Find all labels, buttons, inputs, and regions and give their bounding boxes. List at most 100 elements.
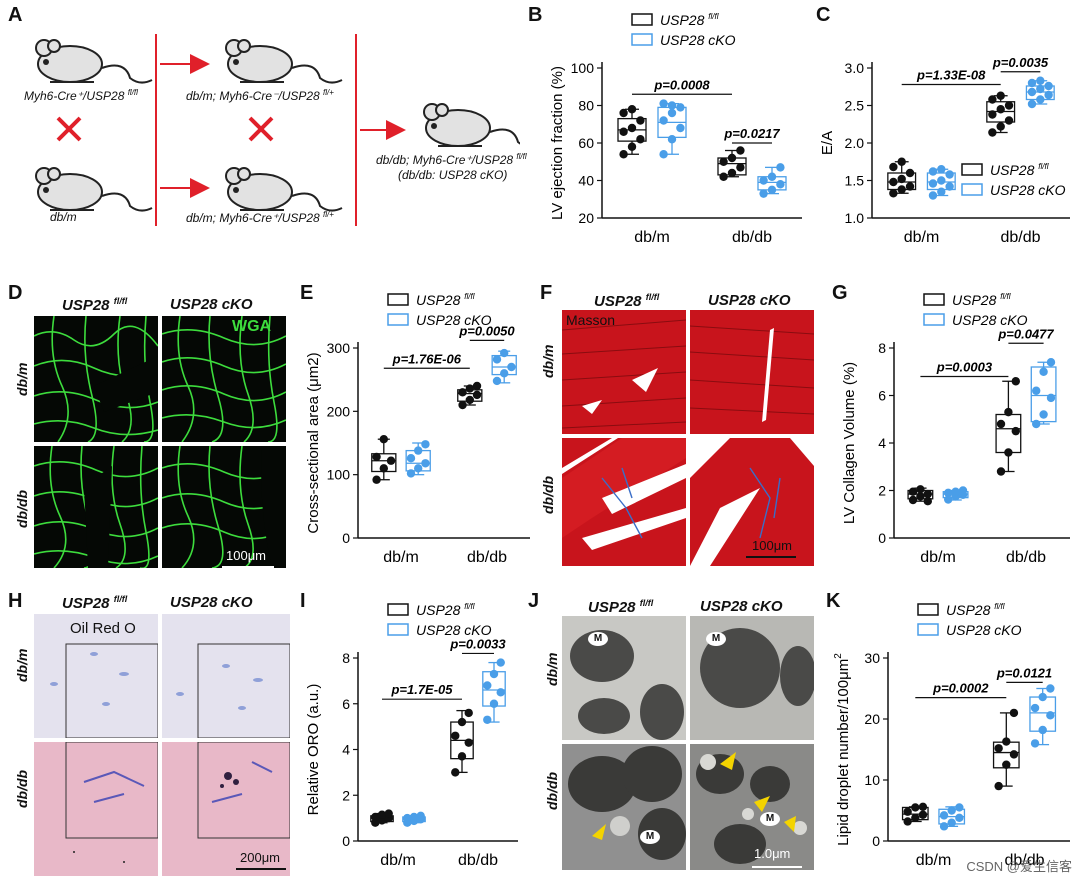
data-point — [928, 191, 938, 200]
y-axis-label: Cross-sectional area (μm2) — [305, 352, 322, 533]
data-point — [1004, 448, 1013, 457]
data-point — [908, 487, 918, 496]
data-point — [451, 731, 460, 740]
y-tick-label: 100 — [327, 467, 351, 483]
data-point — [507, 362, 516, 372]
p-value-label: p=1.76E-06 — [392, 351, 462, 366]
scale-label: 100μm — [752, 538, 793, 553]
j-col-header-cko: USP28 cKO — [700, 598, 783, 615]
data-point — [736, 146, 745, 155]
mitochondria-label: M — [640, 830, 660, 844]
data-point — [627, 123, 637, 133]
data-point — [414, 446, 423, 455]
p-value-label: p=0.0033 — [449, 636, 506, 651]
data-point — [496, 688, 505, 697]
masson-image — [690, 438, 814, 566]
scale-bar — [752, 866, 802, 868]
scale-bar — [746, 556, 796, 558]
legend-superscript: fl/fl — [1038, 162, 1048, 171]
data-point — [1046, 393, 1056, 403]
y-tick-label: 2.5 — [845, 98, 865, 114]
data-point — [1027, 87, 1037, 97]
data-point — [889, 189, 898, 198]
data-point — [1011, 377, 1020, 386]
data-point — [903, 817, 912, 826]
legend-label: USP28 fl/fl — [416, 602, 475, 618]
data-point — [379, 435, 388, 444]
legend-label: USP28 fl/fl — [660, 12, 719, 28]
f-row-label-dbdb: db/db — [540, 475, 556, 514]
legend-swatch — [917, 623, 939, 636]
y-tick-label: 20 — [864, 711, 880, 727]
data-point — [619, 127, 628, 136]
data-point — [767, 185, 777, 195]
y-tick-label: 4 — [342, 742, 350, 758]
data-point — [939, 811, 949, 820]
y-axis-label: LV Collagen Volume (%) — [841, 362, 858, 524]
chart-lipid-droplet-number: USP28 fl/fl USP28 cKO 0 10 20 30 Lipid droplet… — [833, 602, 1070, 869]
data-point — [897, 157, 906, 166]
data-point — [464, 738, 473, 747]
y-tick-label: 6 — [878, 388, 886, 404]
data-point — [489, 699, 499, 708]
f-col-header-cko: USP28 cKO — [708, 292, 791, 309]
data-point — [897, 174, 906, 184]
data-point — [457, 717, 467, 727]
data-point — [776, 163, 785, 172]
h-row-label-dbdb: db/db — [14, 769, 30, 808]
x-tick-label: db/m — [916, 852, 952, 869]
scale-label: 200μm — [240, 850, 281, 865]
x-tick-label: db/db — [1000, 229, 1040, 246]
y-tick-label: 0 — [342, 530, 350, 546]
data-point — [1030, 739, 1040, 748]
data-point — [667, 101, 677, 110]
legend-label: USP28 cKO — [660, 32, 736, 48]
y-tick-label: 30 — [864, 650, 880, 666]
data-point — [1038, 725, 1047, 735]
data-point — [905, 182, 915, 191]
y-tick-label: 0 — [872, 833, 880, 849]
data-point — [916, 485, 925, 494]
data-point — [996, 105, 1005, 114]
mitochondria-label: M — [760, 812, 780, 826]
legend-superscript: fl/fl — [464, 292, 474, 301]
mouse-icon — [35, 167, 153, 212]
data-point — [767, 172, 777, 181]
data-point — [988, 110, 997, 119]
legend-label: USP28 cKO — [952, 312, 1028, 328]
box-body — [1030, 366, 1057, 423]
y-axis-label: Lipid droplet number/100μm2 — [833, 653, 852, 846]
data-point — [1039, 367, 1048, 376]
j-row-label-dbdb: db/db — [544, 771, 560, 810]
data-point — [944, 495, 953, 504]
y-tick-label: 0 — [342, 833, 350, 849]
data-point — [937, 165, 946, 174]
data-point — [1004, 407, 1013, 417]
mouse-icon — [225, 39, 343, 84]
scale-label: 1.0μm — [754, 846, 791, 861]
mouse5-label: db/db; Myh6-Cre⁺/USP28 fl/fl — [376, 152, 527, 167]
data-point — [916, 492, 925, 501]
data-point — [458, 400, 467, 410]
data-point — [406, 454, 416, 463]
mouse-icon — [423, 103, 520, 148]
y-tick-label: 20 — [578, 210, 594, 226]
scale-bar — [222, 566, 274, 568]
data-point — [1036, 95, 1045, 104]
data-point — [1039, 410, 1048, 419]
legend-label: USP28 cKO — [416, 622, 492, 638]
h-row-label-dbm: db/m — [14, 648, 30, 682]
mouse3-label: db/m; Myh6-Cre⁻/USP28 fl/+ — [186, 88, 334, 103]
oil-red-o-image — [34, 742, 158, 876]
data-point — [1032, 386, 1041, 395]
data-point — [996, 467, 1006, 476]
data-point — [1036, 76, 1045, 85]
data-point — [483, 715, 492, 724]
data-point — [403, 813, 412, 823]
y-tick-label: 300 — [327, 340, 351, 356]
y-tick-label: 6 — [342, 696, 350, 712]
p-value-label: p=0.0050 — [458, 323, 515, 338]
f-col-header-ctrl: USP28 fl/fl — [594, 292, 660, 310]
y-tick-label: 80 — [578, 98, 594, 114]
data-point — [996, 91, 1005, 100]
